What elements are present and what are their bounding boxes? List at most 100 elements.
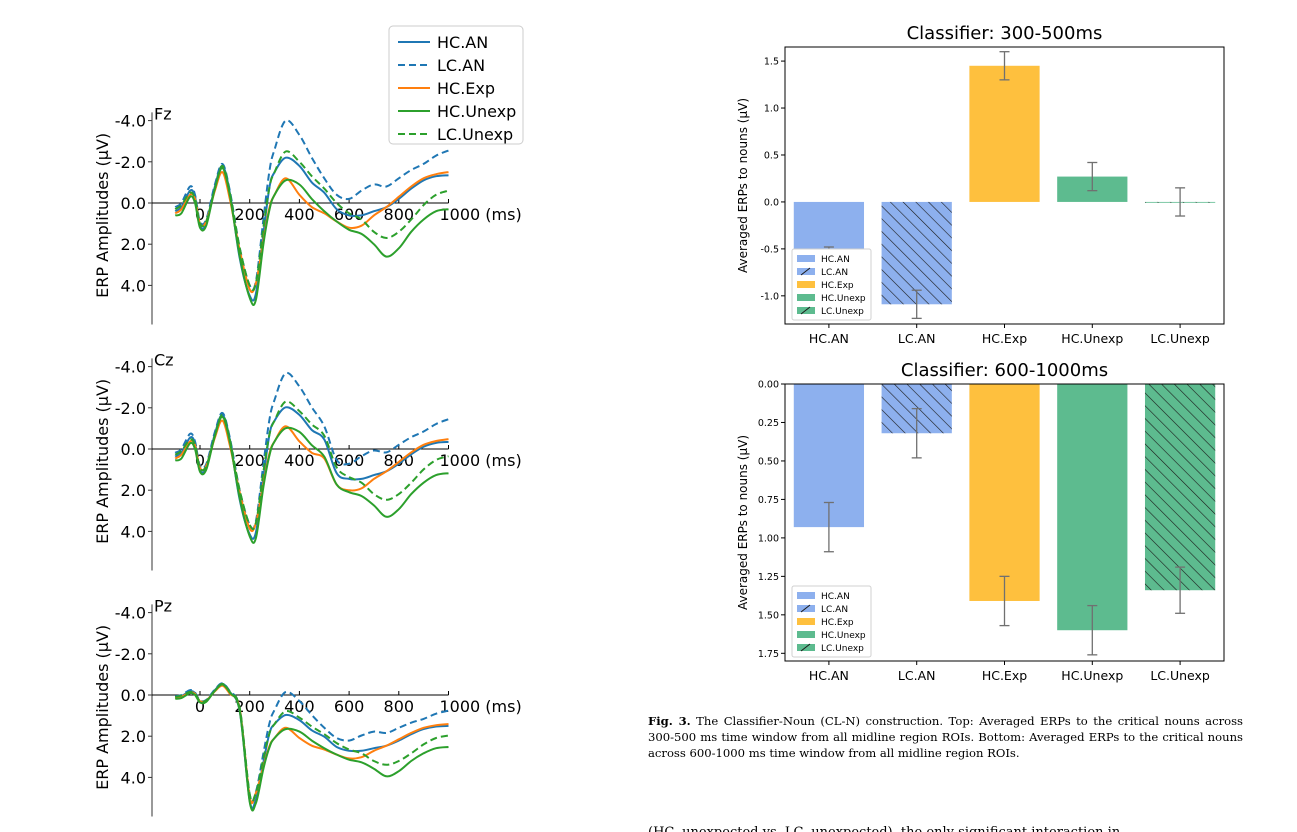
- erp-panel-label: Cz: [154, 351, 174, 370]
- erp-y-tick-label: 4.0: [121, 768, 146, 787]
- legend-hatch: [800, 604, 811, 613]
- erp-x-tick-label: 600: [334, 697, 365, 716]
- erp-y-tick-label: 0.0: [121, 686, 146, 705]
- erp-y-tick-label: 4.0: [121, 276, 146, 295]
- chart-frame: [784, 46, 1225, 325]
- erp-curve-hc-exp: [174, 419, 449, 533]
- legend-hatch: [800, 643, 811, 652]
- erp-x-tick-label: 200: [234, 451, 265, 470]
- erp-x-tick-label: 200: [234, 205, 265, 224]
- legend-hatch: [800, 267, 811, 276]
- erp-legend-label: HC.AN: [437, 33, 488, 52]
- erp-y-axis-label: ERP Amplitudes (μV): [93, 625, 112, 790]
- erp-panel-pz: -4.0 -2.0 0.0 2.0 4.0 0 200 400 600 800 1000 (ms) E…: [93, 597, 522, 817]
- erp-x-tick-label: 400: [284, 697, 315, 716]
- legend-label: HC.AN: [821, 255, 850, 265]
- bar-chart-1: Classifier: 300-500ms Averaged ERPs to no…: [736, 23, 1225, 346]
- body-text-fragment: (HC, unexpected vs. LC, unexpected), the…: [648, 823, 1248, 832]
- legend-hatch: [800, 306, 811, 315]
- erp-legend-label: LC.Unexp: [437, 125, 513, 144]
- erp-y-tick-label: -4.0: [115, 358, 146, 377]
- erp-curve-hc-unexp: [175, 683, 449, 812]
- y-tick-label: 0.00: [758, 380, 779, 391]
- erp-x-tick-label: 800: [384, 205, 415, 224]
- legend-swatch: [797, 618, 815, 625]
- erp-x-tick-label: 1000 (ms): [440, 697, 522, 716]
- erp-curve-hc-unexp: [174, 415, 449, 544]
- erp-curve-lc-unexp: [174, 682, 449, 803]
- erp-y-tick-label: 0.0: [121, 440, 146, 459]
- figure-caption-text: The Classifier-Noun (CL-N) construction.…: [648, 714, 1243, 760]
- erp-y-tick-label: 2.0: [121, 727, 146, 746]
- erp-legend-label: HC.Unexp: [437, 102, 516, 121]
- legend-label: HC.Unexp: [821, 294, 866, 304]
- erp-y-tick-label: -4.0: [115, 604, 146, 623]
- y-tick-label: 1.00: [758, 533, 779, 544]
- erp-x-tick-label: 0: [195, 205, 205, 224]
- erp-curve-lc-an: [174, 371, 449, 530]
- legend-swatch: [797, 592, 815, 599]
- y-tick-label: 0.5: [764, 150, 779, 161]
- legend-label: HC.Exp: [821, 281, 854, 291]
- erp-curve-hc-unexp: [174, 167, 449, 306]
- classifier-bar-charts: Classifier: 300-500ms Averaged ERPs to no…: [736, 23, 1225, 683]
- x-tick-label: LC.Unexp: [1150, 331, 1210, 346]
- y-tick-label: 1.0: [764, 104, 779, 115]
- erp-x-tick-label: 400: [284, 451, 315, 470]
- erp-x-tick-label: 1000 (ms): [440, 205, 522, 224]
- erp-x-tick-label: 200: [234, 697, 265, 716]
- x-tick-label: HC.Exp: [982, 331, 1027, 346]
- legend-swatch: [797, 631, 815, 638]
- legend-label: LC.Unexp: [821, 307, 864, 317]
- erp-y-tick-label: -2.0: [115, 153, 146, 172]
- chart-y-axis-label: Averaged ERPs to nouns (μV): [736, 98, 750, 273]
- bar-hc-exp: [969, 384, 1040, 601]
- erp-x-tick-label: 0: [195, 697, 205, 716]
- chart-y-axis-label: Averaged ERPs to nouns (μV): [736, 435, 750, 610]
- y-tick-label: 1.75: [758, 649, 779, 660]
- erp-legend: HC.AN LC.AN HC.Exp HC.Unexp LC.Unexp: [388, 25, 524, 145]
- erp-x-tick-label: 1000 (ms): [440, 451, 522, 470]
- erp-y-tick-label: -4.0: [115, 112, 146, 131]
- legend-label: HC.Unexp: [821, 631, 866, 641]
- legend-swatch: [797, 294, 815, 301]
- x-tick-label: LC.Unexp: [1150, 668, 1210, 683]
- erp-y-tick-label: 4.0: [121, 522, 146, 541]
- erp-y-tick-label: 2.0: [121, 235, 146, 254]
- figure-caption: Fig. 3. The Classifier-Noun (CL-N) const…: [648, 713, 1243, 761]
- erp-y-tick-label: -2.0: [115, 645, 146, 664]
- legend-label: LC.AN: [821, 268, 848, 278]
- erp-panel-label: Pz: [154, 597, 172, 616]
- erp-x-tick-label: 400: [284, 205, 315, 224]
- x-tick-label: HC.AN: [809, 331, 849, 346]
- y-tick-label: 0.25: [758, 418, 779, 429]
- erp-y-tick-label: 2.0: [121, 481, 146, 500]
- erp-panel-fz: -4.0-2.00.02.04.00 200 400 600 800 1000 (ms)E…: [93, 105, 522, 325]
- bar-hc-exp: [969, 65, 1040, 202]
- erp-panel-cz: -4.0-2.00.02.04.00 200 400 600 800 1000 (ms)E…: [93, 351, 522, 571]
- x-tick-label: LC.AN: [898, 668, 936, 683]
- bar-hatch-lc-an: [881, 201, 952, 305]
- erp-y-tick-label: -2.0: [115, 399, 146, 418]
- chart-legend: HC.AN LC.AN HC.Exp HC.Unexp LC.Unexp: [791, 585, 872, 658]
- y-tick-label: 1.25: [758, 572, 779, 583]
- erp-x-tick-label: 600: [334, 451, 365, 470]
- chart-title: Classifier: 600-1000ms: [901, 360, 1108, 381]
- erp-y-axis-label: ERP Amplitudes (μV): [93, 379, 112, 544]
- erp-curve-lc-unexp: [174, 150, 449, 292]
- chart-title: Classifier: 300-500ms: [907, 23, 1103, 44]
- legend-frame: [791, 248, 872, 321]
- legend-label: LC.Unexp: [821, 644, 864, 654]
- erp-legend-frame: [388, 25, 524, 145]
- erp-x-tick-label: 0: [195, 451, 205, 470]
- y-tick-label: 0.75: [758, 495, 779, 506]
- erp-figure: -4.0 -2.0 0.0 2.0 4.0 0 200 400 600 800 1000 (ms) E…: [93, 25, 524, 817]
- figure-caption-label: Fig. 3.: [648, 714, 691, 728]
- erp-y-tick-label: 0.0: [121, 194, 146, 213]
- erp-x-tick-label: 800: [384, 697, 415, 716]
- erp-legend-label: LC.AN: [437, 56, 485, 75]
- chart-frame: [784, 383, 1225, 662]
- legend-swatch: [797, 255, 815, 262]
- chart-legend: HC.AN LC.AN HC.Exp HC.Unexp LC.Unexp: [791, 248, 872, 321]
- erp-curve-hc-an: [174, 406, 449, 540]
